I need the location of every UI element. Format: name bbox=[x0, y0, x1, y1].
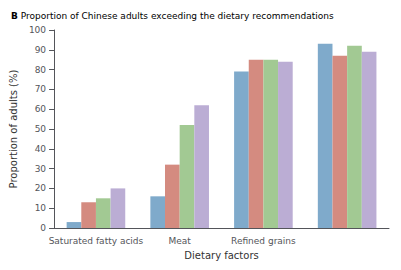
svg-text:40: 40 bbox=[35, 144, 47, 154]
svg-text:Proportion of Chinese adults e: Proportion of Chinese adults exceeding t… bbox=[18, 11, 334, 21]
svg-text:20: 20 bbox=[35, 183, 47, 193]
svg-text:Dietary factors: Dietary factors bbox=[184, 250, 258, 261]
svg-text:100: 100 bbox=[29, 25, 46, 35]
svg-text:Meat: Meat bbox=[168, 236, 191, 246]
svg-text:10: 10 bbox=[35, 203, 47, 213]
svg-text:50: 50 bbox=[35, 124, 47, 134]
svg-text:Refined grains: Refined grains bbox=[231, 236, 296, 246]
svg-text:Proportion of adults (%): Proportion of adults (%) bbox=[8, 70, 19, 189]
svg-text:Saturated fatty acids: Saturated fatty acids bbox=[49, 236, 144, 246]
svg-text:70: 70 bbox=[35, 84, 47, 94]
svg-text:B: B bbox=[11, 10, 18, 21]
svg-text:60: 60 bbox=[35, 104, 47, 114]
svg-text:0: 0 bbox=[40, 223, 46, 233]
svg-text:80: 80 bbox=[35, 65, 47, 75]
svg-text:30: 30 bbox=[35, 164, 47, 174]
svg-text:90: 90 bbox=[35, 45, 47, 55]
